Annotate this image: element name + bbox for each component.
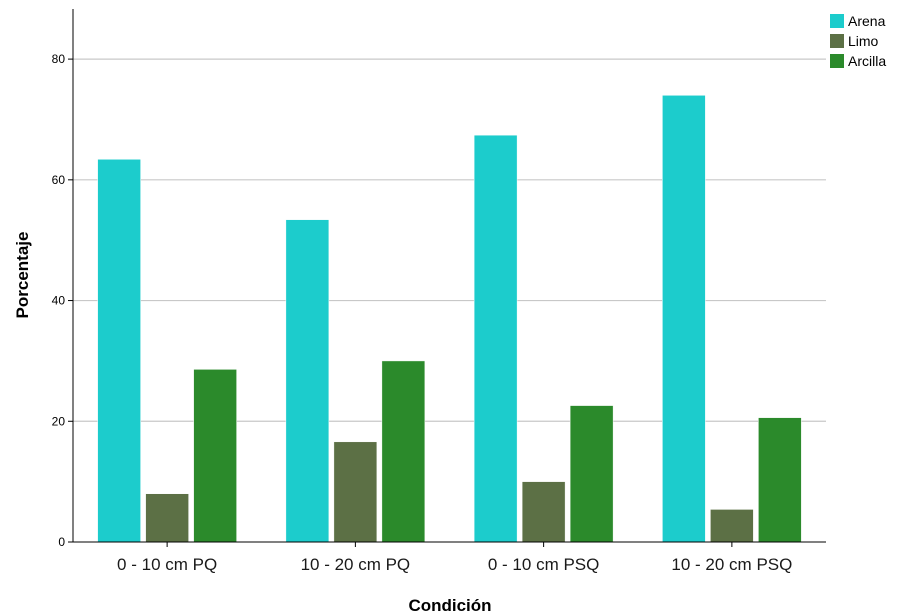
- bar-arcilla-1: [193, 369, 237, 543]
- axes: [72, 9, 826, 543]
- y-tick-label: 60: [52, 173, 66, 187]
- x-axis-title: Condición: [408, 596, 491, 615]
- bar-arena-1: [97, 159, 141, 543]
- x-tick-label: 10 - 20 cm PQ: [301, 555, 411, 574]
- legend-swatch-limo: [830, 34, 844, 48]
- gridlines: [73, 58, 826, 422]
- bar-limo-3: [521, 481, 566, 543]
- bar-arcilla-3: [569, 405, 614, 543]
- legend-label-limo: Limo: [848, 33, 879, 49]
- y-tick-label: 40: [52, 294, 66, 308]
- y-tick-label: 20: [52, 414, 66, 428]
- bars: [97, 95, 802, 543]
- legend-label-arena: Arena: [848, 13, 886, 29]
- x-ticks: 0 - 10 cm PQ 10 - 20 cm PQ 0 - 10 cm PSQ 10…: [117, 542, 792, 574]
- y-axis-title: Porcentaje: [13, 232, 32, 319]
- bar-arcilla-4: [758, 417, 802, 543]
- bar-arena-2: [285, 219, 330, 543]
- bar-arena-4: [662, 95, 706, 543]
- y-ticks: 0 20 40 60 80: [52, 52, 73, 549]
- x-tick-label: 10 - 20 cm PSQ: [671, 555, 792, 574]
- bar-arena-3: [473, 134, 518, 543]
- bar-limo-2: [333, 441, 378, 543]
- bar-arcilla-2: [381, 360, 426, 543]
- bar-limo-1: [145, 493, 189, 543]
- legend-swatch-arcilla: [830, 54, 844, 68]
- y-tick-label: 0: [58, 535, 65, 549]
- legend-label-arcilla: Arcilla: [848, 53, 886, 69]
- legend-swatch-arena: [830, 14, 844, 28]
- x-tick-label: 0 - 10 cm PQ: [117, 555, 217, 574]
- y-tick-label: 80: [52, 52, 66, 66]
- legend: Arena Limo Arcilla: [830, 13, 886, 69]
- x-tick-label: 0 - 10 cm PSQ: [488, 555, 599, 574]
- bar-limo-4: [710, 509, 754, 543]
